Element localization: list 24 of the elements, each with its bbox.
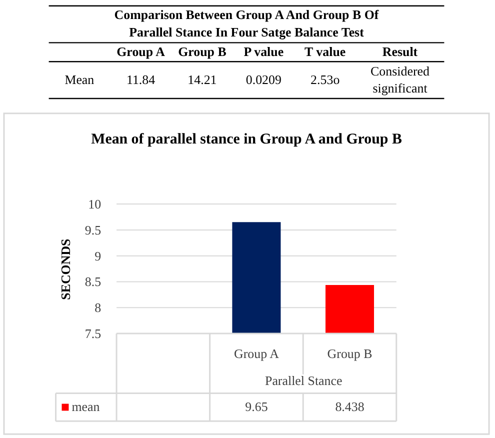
category-label: T value xyxy=(304,44,346,60)
y-tick-label: 7.5 xyxy=(84,326,102,342)
y-tick-label: 9 xyxy=(94,248,102,264)
chart-title: Mean of parallel stance in Group A and Group B xyxy=(91,131,402,148)
legend-label: mean xyxy=(72,399,100,414)
y-tick-label: 8.5 xyxy=(84,274,102,290)
text: 11.84 xyxy=(126,72,156,88)
text: Mean xyxy=(64,72,95,88)
text: 0.0209 xyxy=(246,72,282,88)
text: Considered significant xyxy=(370,64,430,96)
y-axis-title: SECONDS xyxy=(58,238,73,300)
y-tick-label: 8 xyxy=(94,300,102,316)
category-label: Group B xyxy=(178,44,227,60)
x-axis-title: Parallel Stance xyxy=(264,372,342,388)
data-label: 8.438 xyxy=(335,399,364,414)
data-label: 9.65 xyxy=(245,399,268,414)
text: 14.21 xyxy=(188,72,217,88)
category-label: Result xyxy=(382,44,418,60)
text: 2.53o xyxy=(310,72,340,88)
category-label: Group A xyxy=(116,44,166,60)
category-label: P value xyxy=(244,44,284,60)
y-tick-label: 9.5 xyxy=(84,222,102,238)
text: Comparison Between Group A And Group B Of Parallel Stance In Four Satge Balance Test xyxy=(114,6,380,40)
y-tick-label: 10 xyxy=(88,196,102,212)
